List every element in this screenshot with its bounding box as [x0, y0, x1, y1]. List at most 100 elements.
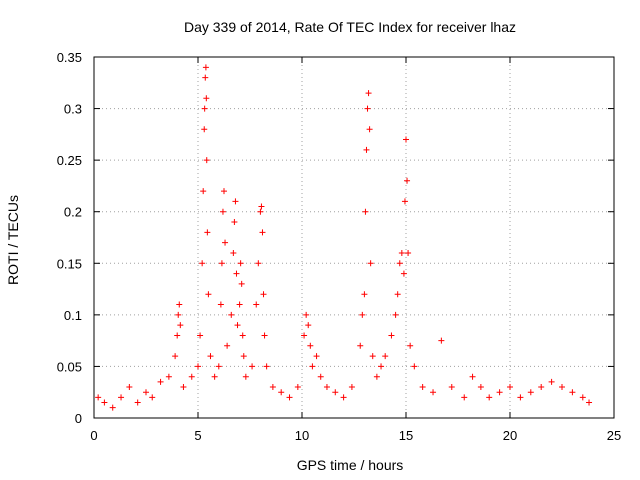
data-point: [215, 363, 222, 370]
data-point: [200, 188, 207, 195]
data-point: [586, 399, 593, 406]
data-point: [101, 399, 108, 406]
data-point: [143, 389, 149, 396]
data-point: [359, 311, 366, 318]
data-point: [365, 90, 372, 97]
data-point: [207, 353, 214, 360]
data-point: [238, 280, 245, 287]
data-point: [438, 337, 445, 344]
data-point: [309, 363, 316, 370]
data-point: [222, 239, 229, 246]
data-point: [548, 378, 555, 385]
data-point: [258, 203, 265, 210]
data-point: [260, 291, 267, 298]
data-point: [204, 229, 211, 236]
data-point: [157, 378, 164, 385]
plot-frame: [93, 56, 615, 419]
data-point: [392, 311, 399, 318]
data-point: [361, 291, 368, 298]
data-point: [332, 389, 339, 396]
y-tick-label: 0: [75, 411, 82, 426]
data-point: [496, 389, 503, 396]
data-point: [278, 389, 285, 396]
data-point: [261, 332, 268, 339]
data-point: [363, 146, 370, 153]
data-point: [203, 95, 210, 102]
data-point: [294, 384, 301, 391]
data-point: [340, 394, 347, 401]
data-point: [305, 322, 312, 329]
data-point: [231, 219, 238, 226]
y-tick-label: 0.1: [64, 308, 82, 323]
data-point: [109, 404, 116, 411]
data-point: [211, 373, 218, 380]
data-point: [394, 291, 401, 298]
data-point: [203, 157, 210, 164]
data-point: [461, 394, 468, 401]
data-point: [405, 249, 412, 256]
data-point: [221, 188, 227, 195]
data-point: [219, 208, 226, 215]
axis-ticks: [93, 56, 615, 419]
data-point: [95, 394, 102, 401]
chart-title: Day 339 of 2014, Rate Of TEC Index for r…: [184, 19, 516, 35]
data-point: [401, 198, 408, 205]
data-point: [228, 311, 235, 318]
data-point: [400, 270, 407, 277]
y-tick-label: 0.35: [57, 50, 82, 65]
data-point: [286, 394, 293, 401]
y-tick-label: 0.2: [64, 205, 82, 220]
data-point: [180, 384, 187, 391]
data-point: [218, 260, 225, 267]
y-tick-label: 0.3: [64, 102, 82, 117]
data-point: [396, 260, 403, 267]
data-point: [407, 342, 414, 349]
data-point: [357, 342, 364, 349]
data-point: [197, 332, 204, 339]
data-point: [382, 353, 389, 360]
data-point: [177, 322, 184, 329]
data-point: [149, 394, 156, 401]
data-point: [205, 291, 212, 298]
data-point: [201, 105, 208, 112]
data-point: [126, 384, 133, 391]
y-tick-label: 0.05: [57, 359, 82, 374]
data-point: [253, 301, 260, 308]
data-point: [199, 260, 206, 267]
data-point: [233, 270, 240, 277]
data-point: [118, 394, 125, 401]
x-tick-label: 25: [607, 428, 621, 443]
data-point: [507, 384, 513, 391]
y-tick-label: 0.25: [57, 153, 82, 168]
data-point: [559, 384, 565, 391]
data-point: [369, 353, 376, 360]
data-point: [430, 389, 437, 396]
data-point: [234, 322, 241, 329]
data-point: [477, 384, 484, 391]
data-point: [230, 249, 237, 256]
data-point: [237, 260, 244, 267]
y-tick-label: 0.15: [57, 256, 82, 271]
data-point: [527, 389, 534, 396]
data-point: [174, 332, 181, 339]
data-point: [317, 373, 324, 380]
data-points: [95, 64, 593, 411]
data-point: [388, 332, 395, 339]
data-point: [269, 384, 276, 391]
data-point: [240, 353, 247, 360]
data-point: [201, 126, 208, 133]
data-point: [378, 363, 385, 370]
data-point: [398, 249, 405, 256]
data-point: [134, 399, 141, 406]
data-point: [323, 384, 330, 391]
data-point: [195, 363, 201, 370]
data-point: [404, 177, 411, 184]
y-tick-labels: 0 0.05 0.1 0.15 0.2 0.25 0.3 0.35: [57, 50, 82, 426]
y-axis-label: ROTI / TECUs: [5, 195, 21, 285]
data-point: [224, 342, 231, 349]
data-point: [486, 394, 493, 401]
data-point: [364, 105, 371, 112]
data-point: [263, 363, 270, 370]
data-point: [307, 342, 314, 349]
